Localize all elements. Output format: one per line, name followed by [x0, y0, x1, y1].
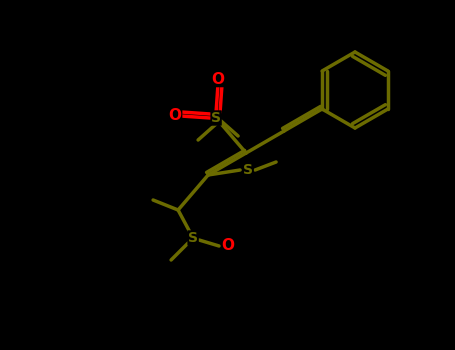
Text: O: O: [169, 108, 182, 124]
Text: O: O: [212, 71, 225, 86]
Text: S: S: [188, 231, 198, 245]
Text: O: O: [222, 238, 235, 253]
Text: S: S: [243, 163, 253, 177]
Text: S: S: [211, 111, 221, 125]
